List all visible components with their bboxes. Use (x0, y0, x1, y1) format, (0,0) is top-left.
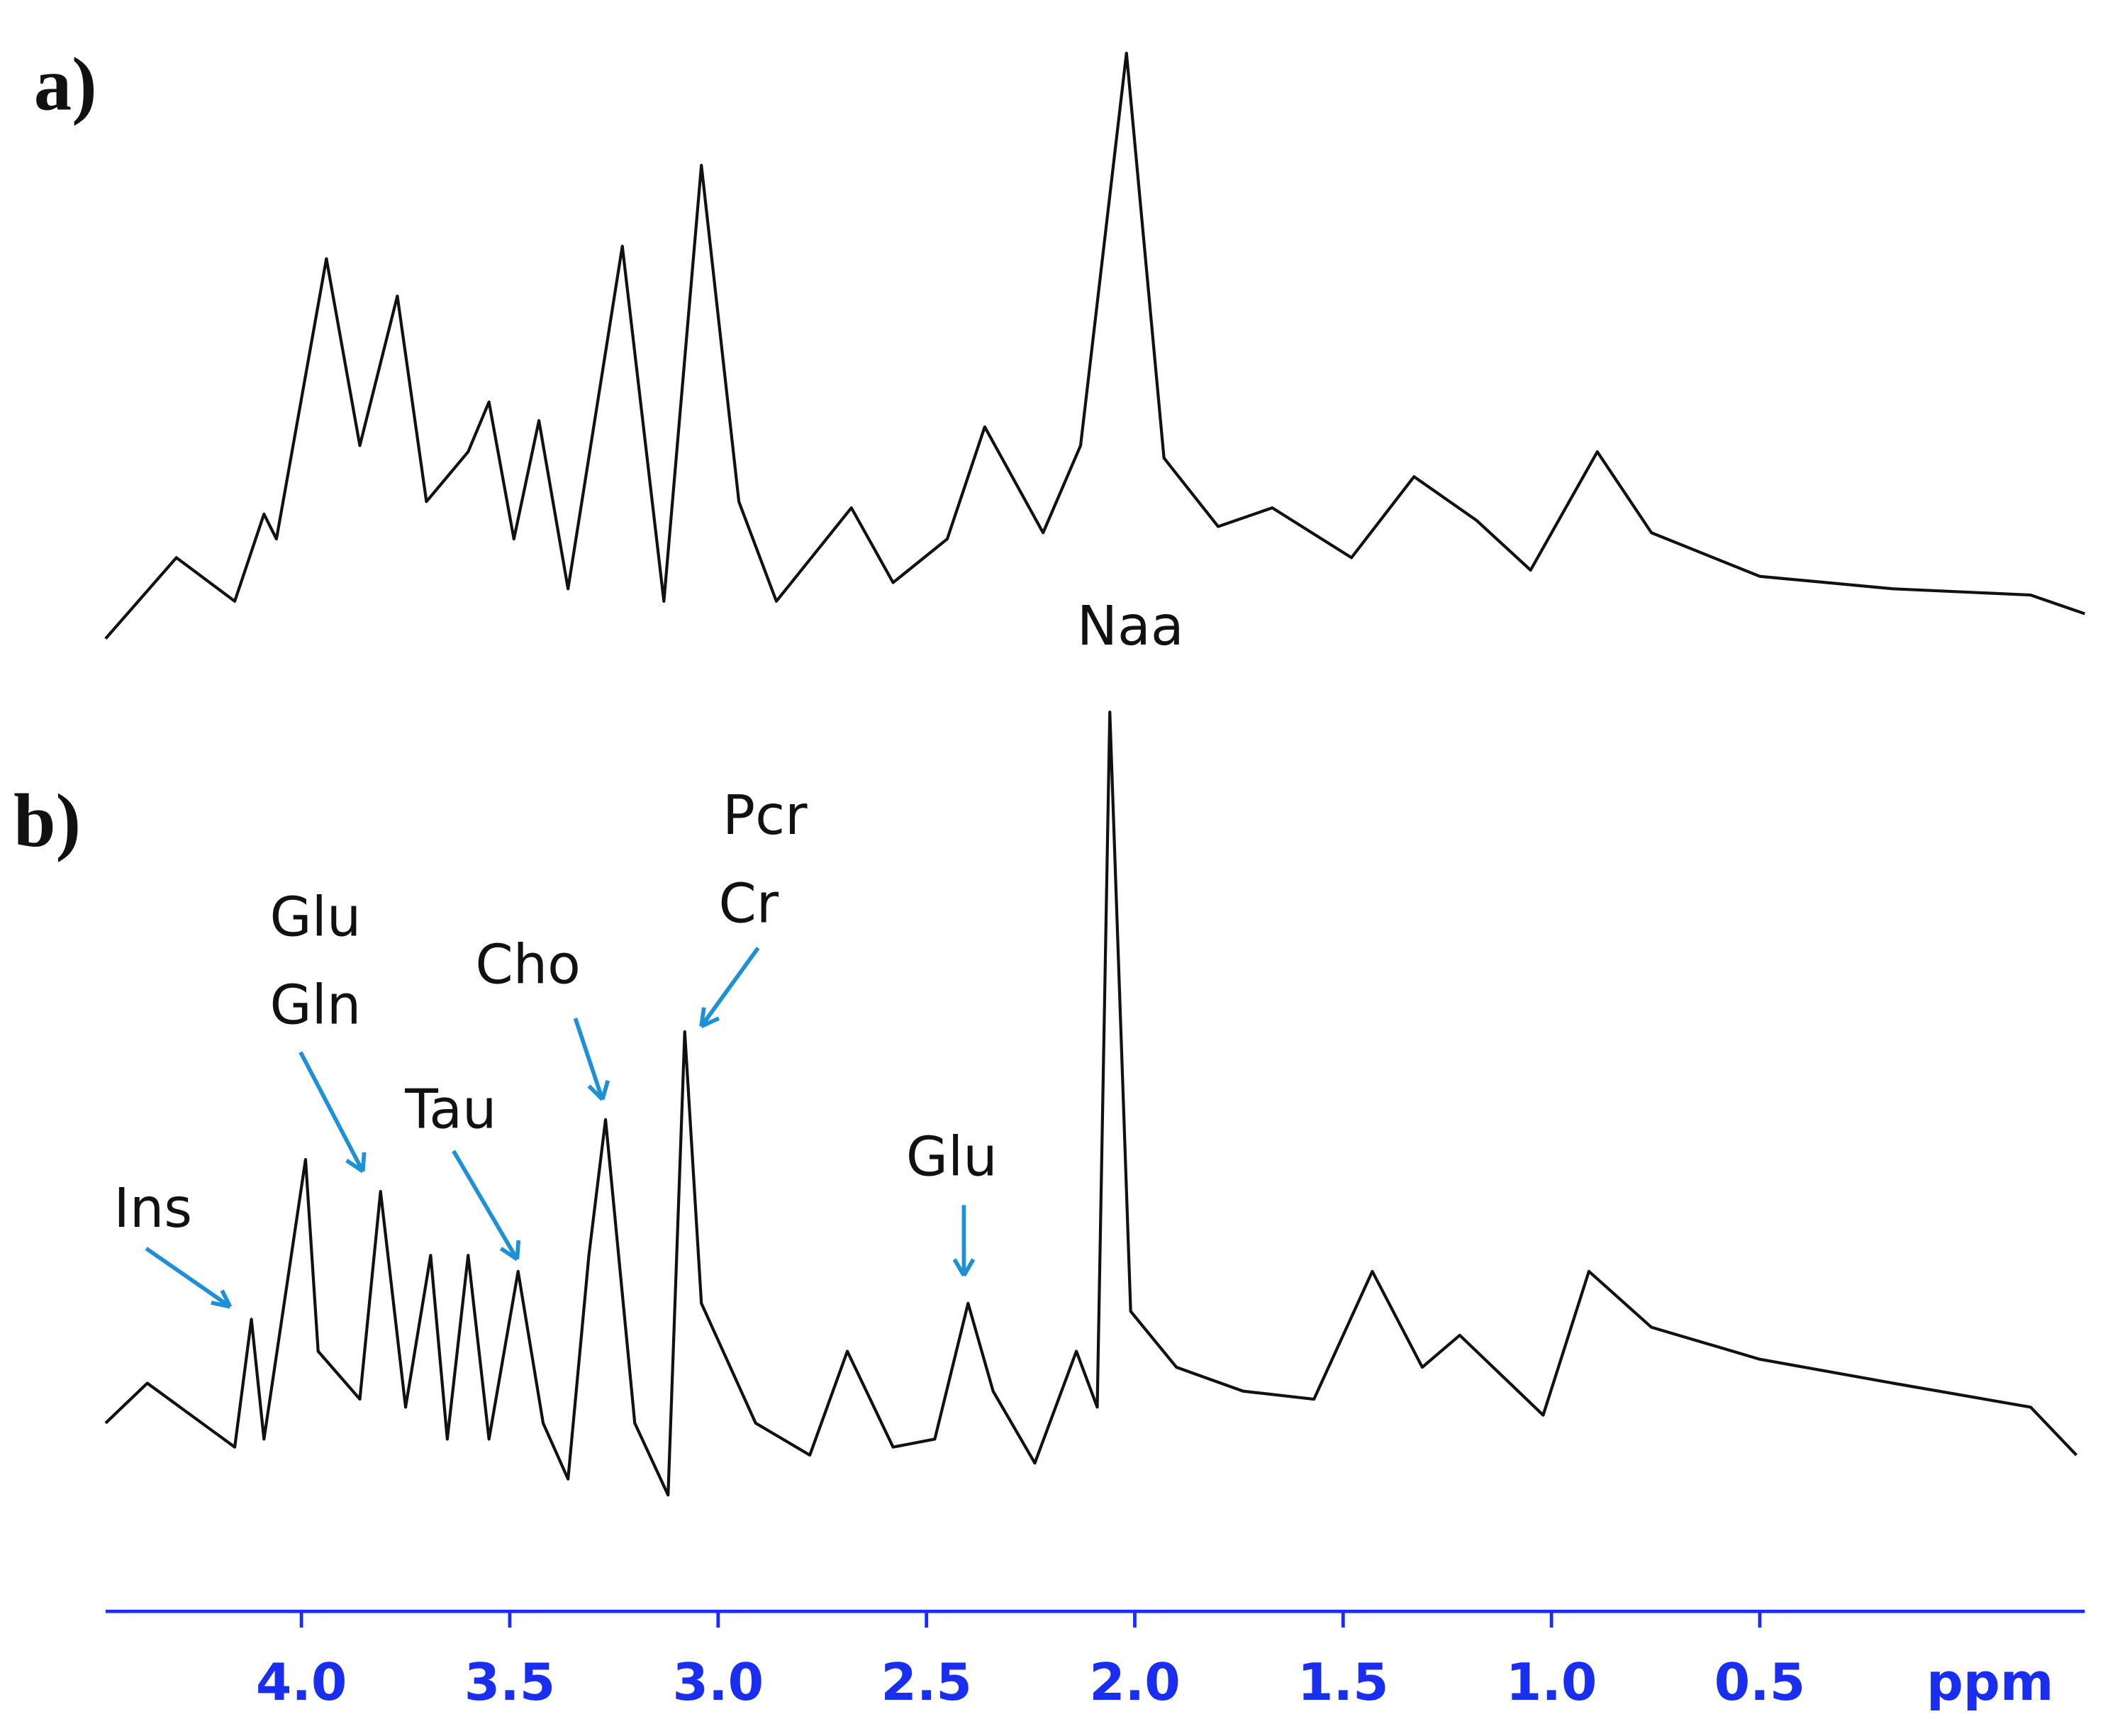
arrow (299, 1051, 367, 1174)
arrows (145, 946, 976, 1309)
panel-label: a) (34, 43, 97, 126)
arrow (952, 1205, 976, 1277)
x-tick-label: 4.0 (256, 1653, 347, 1713)
x-tick-label: 3.0 (673, 1653, 764, 1713)
spectrum-line (104, 51, 2086, 640)
annotation: Glu (269, 886, 361, 949)
x-tick-label: 1.5 (1298, 1653, 1389, 1713)
spectrum-line (104, 711, 2078, 1497)
arrow (699, 946, 760, 1028)
annotation: Cr (718, 872, 779, 935)
annotation: Ins (113, 1177, 192, 1240)
arrow (573, 1018, 610, 1101)
arrow (145, 1247, 233, 1309)
x-tick-label: 2.0 (1089, 1653, 1181, 1713)
arrow (452, 1150, 521, 1262)
panel-label: b) (13, 779, 81, 863)
x-tick-label: 1.0 (1506, 1653, 1597, 1713)
x-tick-label: 0.5 (1714, 1653, 1806, 1713)
x-tick-label: 3.5 (464, 1653, 556, 1713)
annotation: Pcr (723, 784, 808, 847)
annotation: Glu (906, 1125, 998, 1189)
annotation: Naa (1077, 595, 1184, 658)
annotation: Cho (475, 933, 580, 996)
annotation: Gln (269, 974, 361, 1037)
x-tick-label: 2.5 (881, 1653, 972, 1713)
annotation: Tau (404, 1079, 496, 1142)
x-axis-label: ppm (1926, 1653, 2053, 1713)
